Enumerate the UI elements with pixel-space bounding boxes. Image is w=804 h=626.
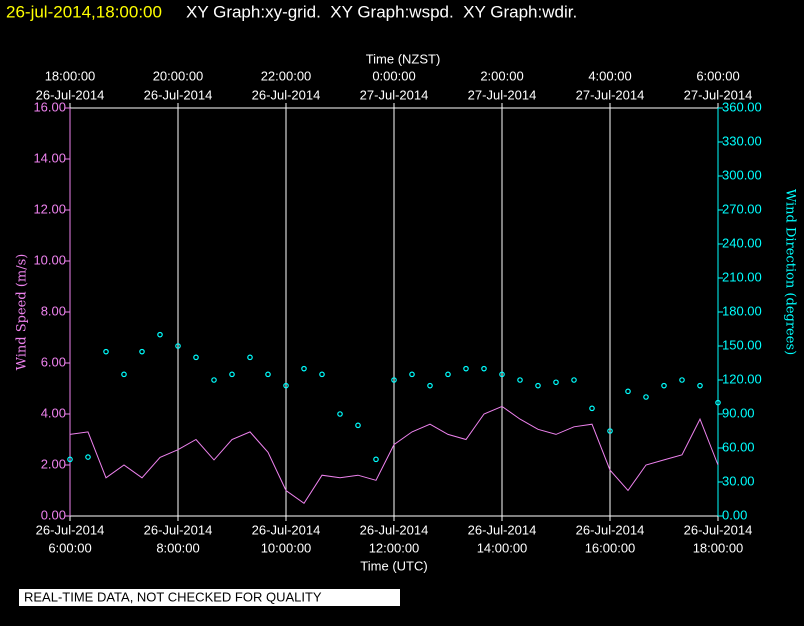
wind-direction-point — [319, 371, 325, 378]
wind-direction-point — [121, 371, 127, 378]
wind-direction-point — [427, 382, 433, 389]
y2-tick-label: 240.00 — [722, 235, 762, 250]
y2-tick-label: 60.00 — [722, 439, 755, 454]
wind-direction-point — [571, 377, 577, 383]
wind-direction-point — [607, 428, 613, 434]
x-tick-label: 18:00:00 — [693, 540, 744, 555]
x-tick-label: 26-Jul-2014 — [144, 522, 213, 537]
y-tick-label: 12.00 — [33, 201, 66, 216]
x-tick-label: 26-Jul-2014 — [36, 522, 105, 537]
wind-direction-point — [517, 377, 523, 383]
chart-subtitle: XY Graph:xy-grid. XY Graph:wspd. XY Grap… — [186, 2, 577, 21]
wind-direction-point — [85, 454, 91, 460]
x-tick-label: 14:00:00 — [477, 540, 528, 555]
wind-direction-point — [373, 456, 379, 463]
y2-tick-label: 360.00 — [722, 99, 762, 114]
x-axis-label: Time (UTC) — [360, 558, 427, 573]
y-tick-label: 0.00 — [41, 507, 66, 522]
y-tick-label: 10.00 — [33, 252, 66, 267]
y-axis-label: Wind Speed (m/s) — [15, 254, 30, 371]
y2-tick-label: 90.00 — [722, 405, 755, 420]
y2-tick-label: 0.00 — [722, 507, 747, 522]
x2-tick-label: 27-Jul-2014 — [576, 87, 645, 102]
x-tick-label: 6:00:00 — [48, 540, 91, 555]
wind-direction-point — [445, 371, 451, 378]
annotation: REAL-TIME DATA, NOT CHECKED FOR QUALITY — [24, 589, 322, 604]
wind-direction-point — [175, 343, 181, 349]
x2-tick-label: 18:00:00 — [45, 68, 96, 83]
y2-axis-label: Wind Direction (degrees) — [783, 189, 798, 355]
y2-tick-label: 270.00 — [722, 201, 762, 216]
y-tick-label: 16.00 — [33, 99, 66, 114]
wind-direction-point — [193, 354, 199, 361]
wind-speed-line — [69, 405, 719, 505]
x2-tick-label: 4:00:00 — [588, 68, 631, 83]
wind-direction-point — [265, 371, 271, 378]
x-tick-label: 26-Jul-2014 — [360, 522, 429, 537]
wind-direction-point — [355, 422, 361, 429]
y2-tick-label: 210.00 — [722, 269, 762, 284]
x-tick-label: 8:00:00 — [156, 540, 199, 555]
x-tick-label: 26-Jul-2014 — [684, 522, 753, 537]
x2-tick-label: 26-Jul-2014 — [252, 87, 321, 102]
x2-tick-label: 26-Jul-2014 — [144, 87, 213, 102]
y2-tick-label: 150.00 — [722, 337, 762, 352]
annotation-box — [19, 589, 400, 606]
y-tick-label: 2.00 — [41, 456, 66, 471]
y-tick-label: 6.00 — [41, 354, 66, 369]
wind-direction-point — [337, 411, 343, 417]
x2-tick-label: 27-Jul-2014 — [468, 87, 537, 102]
x2-tick-label: 0:00:00 — [372, 68, 415, 83]
wind-direction-point — [499, 371, 505, 378]
wind-direction-point — [67, 456, 73, 463]
wind-direction-point — [589, 405, 595, 412]
x-tick-label: 26-Jul-2014 — [576, 522, 645, 537]
y2-tick-label: 180.00 — [722, 303, 762, 318]
wind-direction-point — [247, 354, 253, 361]
wind-direction-point — [229, 371, 235, 378]
x-tick-label: 12:00:00 — [369, 540, 420, 555]
x-tick-label: 16:00:00 — [585, 540, 636, 555]
x2-tick-label: 22:00:00 — [261, 68, 312, 83]
x2-axis-label: Time (NZST) — [366, 51, 441, 66]
wind-direction-point — [697, 382, 703, 389]
y2-tick-label: 30.00 — [722, 473, 755, 488]
x2-tick-label: 27-Jul-2014 — [360, 87, 429, 102]
y2-tick-label: 120.00 — [722, 371, 762, 386]
wind-direction-point — [103, 348, 109, 355]
x-tick-label: 26-Jul-2014 — [252, 522, 321, 537]
wind-direction-point — [553, 379, 559, 386]
wind-direction-point — [481, 365, 487, 372]
wind-direction-point — [211, 377, 217, 383]
y-tick-label: 8.00 — [41, 303, 66, 318]
wind-direction-point — [391, 377, 397, 383]
x2-tick-label: 26-Jul-2014 — [36, 87, 105, 102]
wind-direction-point — [409, 371, 415, 378]
wind-direction-point — [283, 382, 289, 389]
wind-direction-point — [301, 365, 307, 372]
chart-title: 26-jul-2014,18:00:00 — [6, 2, 162, 21]
wind-direction-point — [679, 377, 685, 383]
wind-direction-point — [643, 394, 649, 400]
x2-tick-label: 20:00:00 — [153, 68, 204, 83]
wind-direction-point — [625, 388, 631, 395]
wind-direction-point — [157, 331, 163, 338]
wind-direction-point — [463, 365, 469, 372]
x2-tick-label: 6:00:00 — [696, 68, 739, 83]
x-tick-label: 26-Jul-2014 — [468, 522, 537, 537]
wind-direction-point — [661, 382, 667, 389]
x2-tick-label: 27-Jul-2014 — [684, 87, 753, 102]
y2-tick-label: 300.00 — [722, 167, 762, 182]
x2-tick-label: 2:00:00 — [480, 68, 523, 83]
y-tick-label: 4.00 — [41, 405, 66, 420]
wind-direction-point — [535, 382, 541, 389]
wind-direction-point — [139, 348, 145, 355]
y-tick-label: 14.00 — [33, 150, 66, 165]
wind-direction-point — [715, 399, 721, 406]
x-tick-label: 10:00:00 — [261, 540, 312, 555]
y2-tick-label: 330.00 — [722, 133, 762, 148]
